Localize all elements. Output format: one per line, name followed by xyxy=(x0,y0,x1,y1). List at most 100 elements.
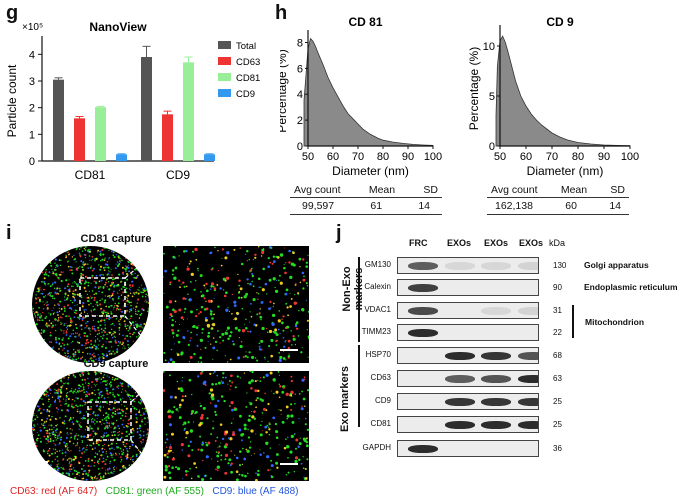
fluorescence-dot xyxy=(56,391,59,394)
fluorescence-dot xyxy=(106,382,109,384)
fluorescence-dot xyxy=(136,418,138,420)
fluorescence-dot xyxy=(255,406,257,409)
fluorescence-dot xyxy=(84,382,87,384)
fluorescence-dot xyxy=(56,428,58,431)
fluorescence-dot xyxy=(61,322,63,324)
fluorescence-dot xyxy=(100,246,102,247)
fluorescence-dot xyxy=(51,283,54,286)
fluorescence-dot xyxy=(79,255,82,258)
fluorescence-dot xyxy=(289,305,292,308)
fluorescence-dot xyxy=(68,290,71,293)
fluorescence-dot xyxy=(94,347,97,350)
fluorescence-dot xyxy=(60,377,63,380)
fluorescence-dot xyxy=(72,353,75,356)
fluorescence-dot xyxy=(108,274,110,276)
fluorescence-dot xyxy=(120,316,123,319)
fluorescence-dot xyxy=(130,458,132,460)
fluorescence-dot xyxy=(217,305,220,308)
fluorescence-dot xyxy=(135,408,138,411)
fluorescence-dot xyxy=(225,308,229,312)
fluorescence-dot xyxy=(104,472,106,474)
fluorescence-dot xyxy=(217,447,219,448)
fluorescence-dot xyxy=(60,329,62,331)
fluorescence-dot xyxy=(111,434,114,437)
fluorescence-dot xyxy=(53,312,55,314)
fluorescence-dot xyxy=(194,412,197,415)
bar-total-cd81 xyxy=(53,79,64,161)
fluorescence-dot xyxy=(108,447,111,450)
fluorescence-dot xyxy=(257,379,259,381)
chart-title: CD 81 xyxy=(348,15,382,29)
fluorescence-dot xyxy=(123,345,125,347)
fluorescence-dot xyxy=(138,271,140,273)
fluorescence-dot xyxy=(238,428,242,432)
fluorescence-dot xyxy=(78,475,80,477)
fluorescence-dot xyxy=(243,423,247,427)
fluorescence-dot xyxy=(181,449,184,451)
fluorescence-dot xyxy=(184,297,187,300)
fluorescence-dot xyxy=(126,309,129,312)
fluorescence-dot xyxy=(97,388,100,391)
fluorescence-dot xyxy=(165,433,168,436)
fluorescence-dot xyxy=(114,430,116,433)
fluorescence-dot xyxy=(140,291,143,294)
fluorescence-dot xyxy=(114,353,116,355)
fluorescence-dot xyxy=(93,344,96,347)
fluorescence-dot xyxy=(260,318,262,321)
fluorescence-dot xyxy=(168,476,172,480)
fluorescence-dot xyxy=(100,423,103,425)
fluorescence-dots xyxy=(163,246,309,363)
fluorescence-dot xyxy=(127,324,129,327)
fluorescence-dot xyxy=(100,396,103,398)
fluorescence-dot xyxy=(121,310,124,313)
fluorescence-dot xyxy=(79,325,81,327)
fluorescence-dot xyxy=(135,306,137,308)
fluorescence-dot xyxy=(127,395,129,397)
fluorescence-dot xyxy=(65,327,68,329)
fluorescence-dot xyxy=(131,458,134,461)
fluorescence-dot xyxy=(69,265,72,268)
fluorescence-dot xyxy=(65,334,68,336)
fluorescence-dot xyxy=(198,325,200,327)
fluorescence-dot xyxy=(83,378,87,381)
fluorescence-dot xyxy=(172,452,174,454)
fluorescence-dot xyxy=(248,446,252,449)
fluorescence-dot xyxy=(178,323,180,325)
fluorescence-dot xyxy=(52,346,55,348)
fluorescence-dot xyxy=(191,412,193,415)
fluorescence-dot xyxy=(83,282,86,285)
fluorescence-dot xyxy=(71,301,74,304)
fluorescence-dot xyxy=(214,440,217,442)
fluorescence-dot xyxy=(251,274,255,278)
fluorescence-dot xyxy=(92,442,95,445)
fluorescence-dot xyxy=(76,332,79,334)
protein-band xyxy=(481,262,511,270)
fluorescence-dot xyxy=(122,397,124,399)
fluorescence-dot xyxy=(307,310,309,313)
fluorescence-dot xyxy=(197,375,200,378)
fluorescence-dot xyxy=(72,282,74,284)
fluorescence-dot xyxy=(287,314,289,317)
fluorescence-dot xyxy=(57,470,60,472)
fluorescence-dot xyxy=(75,358,78,361)
fluorescence-dot xyxy=(71,421,74,423)
fluorescence-dot xyxy=(136,430,139,434)
fluorescence-dot xyxy=(174,246,177,248)
fluorescence-dot xyxy=(84,344,86,347)
fluorescence-dot xyxy=(50,292,52,294)
fluorescence-dot xyxy=(302,278,306,282)
fluorescence-dot xyxy=(275,436,279,440)
fluorescence-dot xyxy=(165,305,169,309)
fluorescence-dot xyxy=(282,336,285,339)
fluorescence-dot xyxy=(261,326,265,331)
fluorescence-dot xyxy=(204,384,207,386)
fluorescence-dot xyxy=(112,276,114,279)
fluorescence-dot xyxy=(104,463,107,466)
x-tick-label: 70 xyxy=(352,151,364,163)
fluorescence-dot xyxy=(285,392,289,396)
fluorescence-dot xyxy=(165,446,168,449)
fluorescence-dot xyxy=(63,420,66,422)
fluorescence-dot xyxy=(132,454,134,456)
fluorescence-dot xyxy=(119,342,121,344)
fluorescence-dot xyxy=(59,300,62,303)
